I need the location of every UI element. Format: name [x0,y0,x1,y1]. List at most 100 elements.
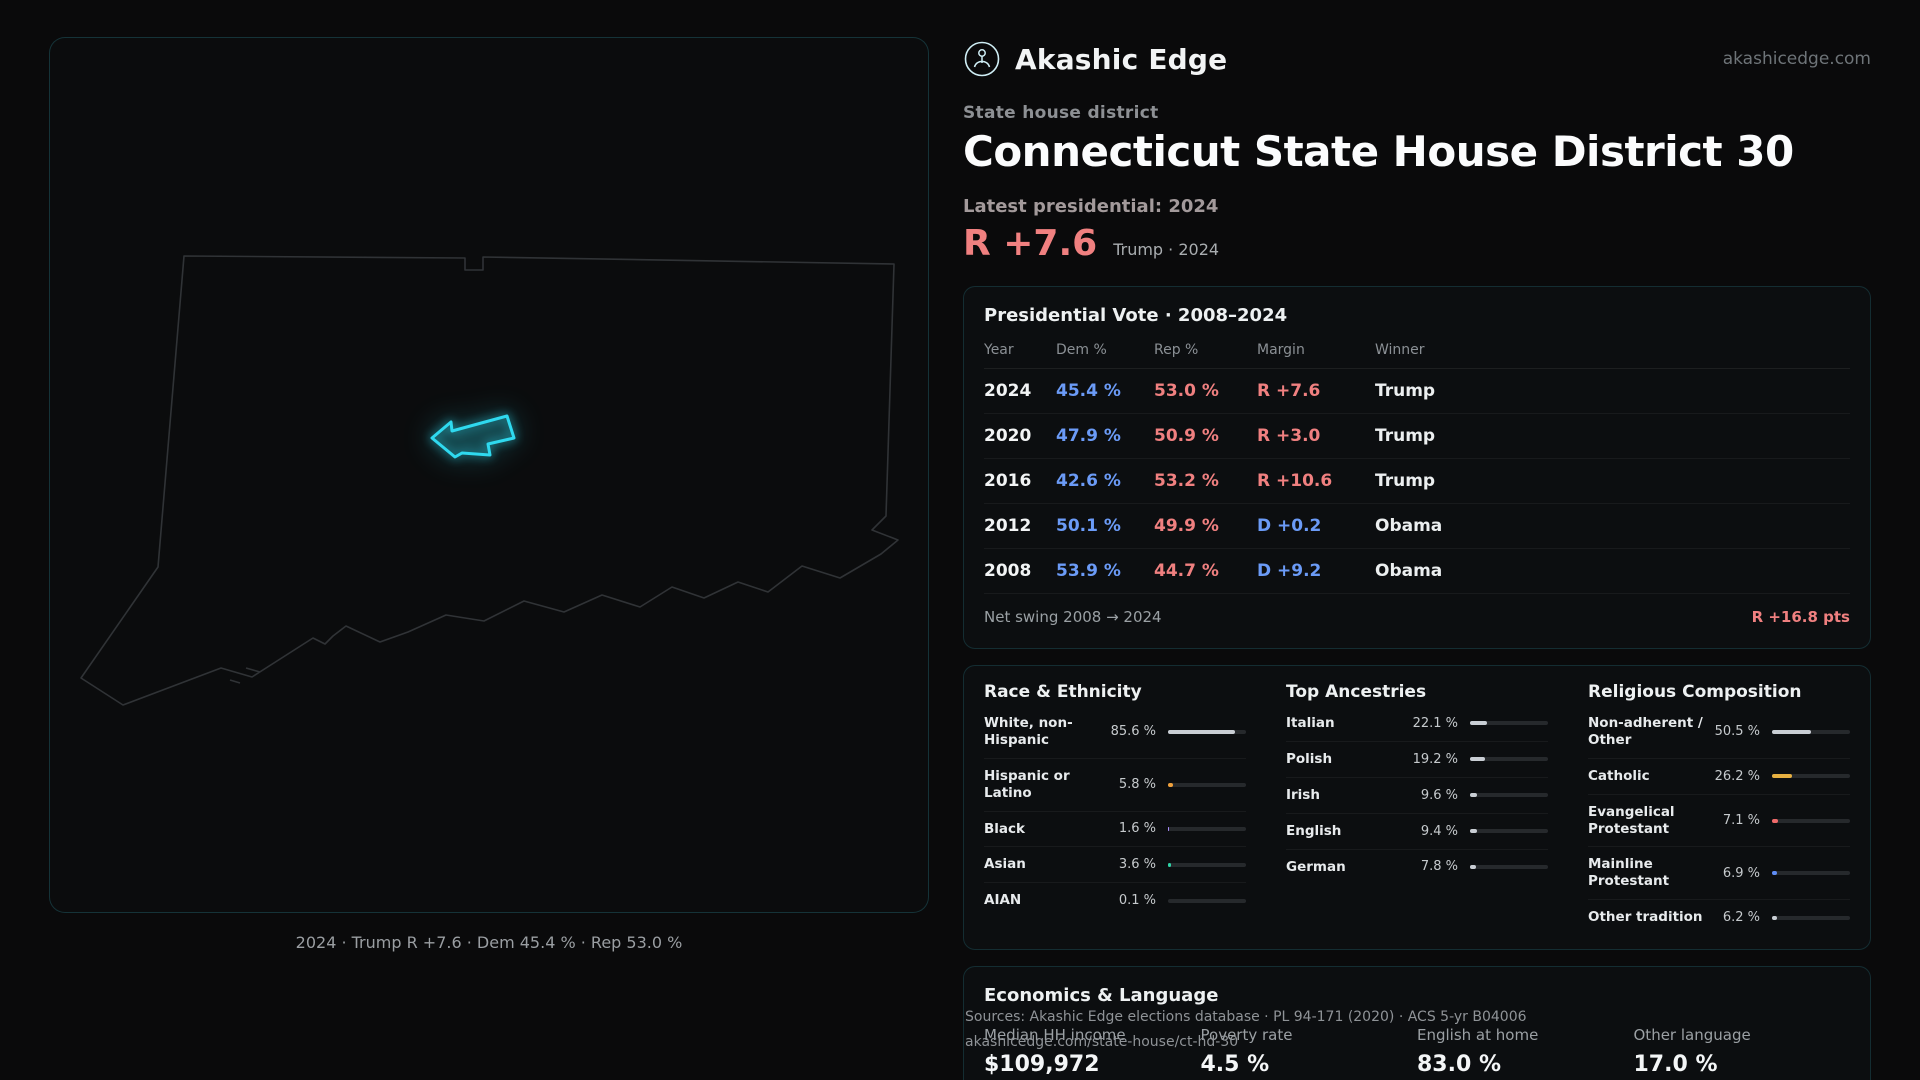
margin-cell: R +7.6 [1257,368,1375,414]
eco-stat-label: Median HH income [984,1026,1126,1044]
stat-value: 7.8 % [1420,859,1458,875]
stat-label: Asian [984,856,1026,873]
winner-cell: Trump [1375,413,1850,459]
race-rows: White, non-Hispanic 85.6 % Hispanic or Lat… [984,706,1246,918]
stat-label: AIAN [984,892,1022,909]
ancestry-section: Top Ancestries Italian 22.1 % Polish 19.2 %… [1286,682,1548,935]
sources-footer: Sources: Akashic Edge elections database… [965,1005,1527,1055]
sources-url-link[interactable]: akashicedge.com/state-house/ct-hd-30 [965,1034,1239,1051]
state-outline [80,255,899,706]
col-winner: Winner [1375,334,1850,369]
dem-cell: 53.9 % [1056,548,1154,594]
margin-context: Trump · 2024 [1113,240,1220,259]
dem-cell: 45.4 % [1056,368,1154,414]
stat-bar-fill [1168,782,1173,787]
eco-stat-label: Other language [1633,1026,1751,1044]
stat-label: Italian [1286,715,1335,731]
stat-label: Mainline Protestant [1588,856,1670,890]
stat-bar-fill [1772,729,1812,734]
district-30-shape [430,414,516,459]
rep-cell: 53.0 % [1154,368,1257,414]
economics-card: Economics & Language Median HH income $10… [963,966,1871,1080]
brand-name: Akashic Edge [1015,42,1228,76]
eco-stat-median-hh-income: Median HH income $109,972 [984,1026,1201,1077]
stat-bar [1168,862,1246,867]
presidential-row-2008: 2008 53.9 % 44.7 % D +9.2 Obama [984,548,1850,594]
stat-label: Hispanic or Latino [984,767,1070,801]
stat-label: Non-adherent / Other [1588,715,1703,748]
latest-presidential-label: Latest presidential: 2024 [963,196,1219,217]
stat-bar [1168,782,1246,787]
rep-cell: 44.7 % [1154,548,1257,594]
stat-row-white-non-hispanic: White, non-Hispanic 85.6 % [984,706,1246,759]
presidential-row-2016: 2016 42.6 % 53.2 % R +10.6 Trump [984,458,1850,504]
eco-stat-value: 17.0 % [1633,1052,1718,1077]
presidential-table: Year Dem % Rep % Margin Winner 2024 45.4 % 53.… [984,334,1850,594]
connecticut-map [80,255,899,706]
headline-margin: R +7.6 Trump · 2024 [963,223,1871,264]
col-margin: Margin [1257,334,1375,369]
stat-label: Catholic [1588,767,1650,784]
stat-value: 22.1 % [1412,715,1458,731]
stat-bar-fill [1168,729,1235,734]
stat-value: 6.9 % [1722,865,1760,881]
stat-label: Irish [1286,786,1320,803]
stat-bar-fill [1772,871,1778,876]
stat-row-german: German 7.8 % [1286,850,1548,885]
stat-bar-fill [1168,826,1170,831]
eco-stat-label: English at home [1417,1026,1539,1044]
stat-value: 5.8 % [1118,777,1156,793]
net-swing-value: R +16.8 pts [1751,608,1850,626]
stat-value: 19.2 % [1412,751,1458,767]
net-swing-row: Net swing 2008 → 2024 R +16.8 pts [984,594,1850,638]
stat-row-italian: Italian 22.1 % [1286,706,1548,742]
stat-row-catholic: Catholic 26.2 % [1588,759,1850,795]
year-cell: 2024 [984,368,1056,414]
dem-cell: 42.6 % [1056,458,1154,504]
stat-bar [1168,898,1246,903]
stat-label: German [1286,858,1346,875]
stat-bar-fill [1772,818,1778,823]
ancestry-rows: Italian 22.1 % Polish 19.2 % Irish 9.6 % Engli… [1286,706,1548,884]
ancestry-section-title: Top Ancestries [1286,682,1427,702]
margin-value: R +7.6 [963,223,1098,264]
stat-row-irish: Irish 9.6 % [1286,778,1548,814]
year-cell: 2020 [984,413,1056,459]
coastline-detail [229,667,261,684]
rep-cell: 53.2 % [1154,458,1257,504]
stat-bar [1168,729,1246,734]
race-section: Race & Ethnicity White, non-Hispanic 85.6… [984,682,1246,935]
eco-stat-other-language: Other language 17.0 % [1634,1026,1851,1077]
site-domain-link[interactable]: akashicedge.com [1722,49,1871,69]
stat-value: 3.6 % [1118,857,1156,873]
stat-bar-fill [1470,864,1477,869]
stat-bar [1168,826,1246,831]
brand-logo-icon [963,40,1001,78]
stat-row-asian: Asian 3.6 % [984,847,1246,884]
presidential-table-body: 2024 45.4 % 53.0 % R +7.6 Trump 2020 47.9 % 50.… [984,368,1850,594]
eco-stat-value: 83.0 % [1417,1052,1501,1077]
stat-bar-fill [1470,829,1478,834]
stat-row-black: Black 1.6 % [984,812,1246,848]
race-section-title: Race & Ethnicity [984,682,1142,702]
col-rep: Rep % [1154,334,1257,369]
stat-label: Other tradition [1588,909,1703,926]
stat-row-evangelical-protestant: Evangelical Protestant 7.1 % [1588,795,1850,848]
stat-bar [1772,818,1850,823]
stat-bar-fill [1772,774,1793,779]
stat-row-polish: Polish 19.2 % [1286,742,1548,778]
stat-bar-fill [1772,915,1777,920]
margin-cell: R +10.6 [1257,458,1375,504]
economics-card-title: Economics & Language [984,985,1219,1006]
site-header: Akashic Edge akashicedge.com [963,37,1871,81]
winner-cell: Trump [1375,368,1850,414]
stat-bar-fill [1470,721,1488,726]
stat-value: 9.4 % [1420,823,1458,839]
stat-value: 9.6 % [1420,787,1458,803]
map-column: 2024 · Trump R +7.6 · Dem 45.4 % · Rep 5… [49,37,929,1080]
stat-bar [1470,829,1548,834]
year-cell: 2016 [984,458,1056,504]
rep-cell: 50.9 % [1154,413,1257,459]
stat-bar [1772,774,1850,779]
